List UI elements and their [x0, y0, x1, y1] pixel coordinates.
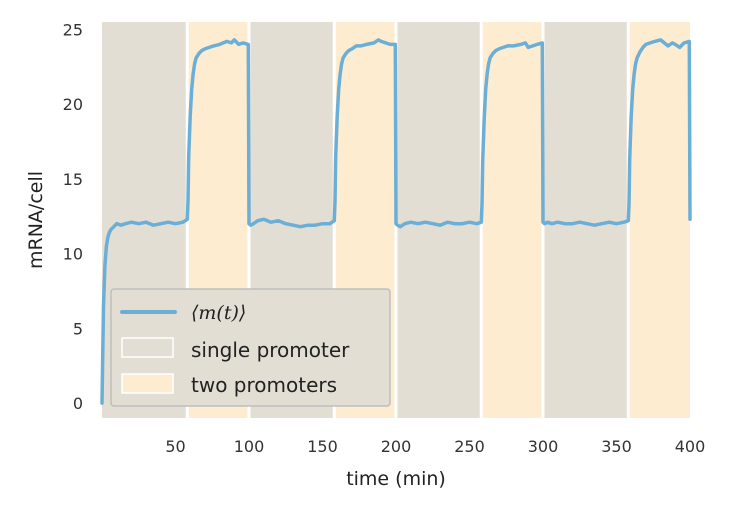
x-tick-label: 200 [381, 437, 412, 456]
x-tick-label: 250 [454, 437, 485, 456]
legend-two-label: two promoters [191, 373, 337, 397]
y-tick-label: 15 [63, 170, 83, 189]
tick-labels: 50 100 150 200 250 300 350 400 0 5 10 15 20 25 [63, 20, 706, 456]
y-tick-label: 20 [63, 95, 83, 114]
legend-single-label: single promoter [191, 338, 350, 362]
legend: ⟨m(t)⟩ single promoter two promoters [110, 288, 391, 407]
legend-two-swatch [121, 373, 174, 394]
y-tick-label: 5 [73, 319, 83, 338]
single-promoter-region [396, 22, 482, 418]
x-tick-label: 400 [675, 437, 706, 456]
single-promoter-region [543, 22, 629, 418]
legend-single-swatch [121, 337, 174, 358]
x-tick-label: 150 [307, 437, 338, 456]
y-tick-label: 0 [73, 394, 83, 413]
x-axis-title: time (min) [346, 468, 446, 490]
series-line-mean-mrna [100, 38, 692, 405]
two-promoter-region [481, 22, 543, 418]
x-tick-label: 50 [165, 437, 185, 456]
y-tick-label: 10 [63, 245, 83, 264]
legend-box [110, 288, 391, 407]
two-promoter-region [628, 22, 690, 418]
x-tick-label: 350 [601, 437, 632, 456]
y-tick-label: 25 [63, 20, 83, 39]
series-layer [100, 38, 692, 405]
background-regions [102, 22, 690, 418]
x-tick-label: 300 [528, 437, 559, 456]
y-axis-title: mRNA/cell [25, 171, 47, 269]
x-tick-label: 100 [234, 437, 265, 456]
legend-mean-label: ⟨m(t)⟩ [191, 302, 246, 324]
